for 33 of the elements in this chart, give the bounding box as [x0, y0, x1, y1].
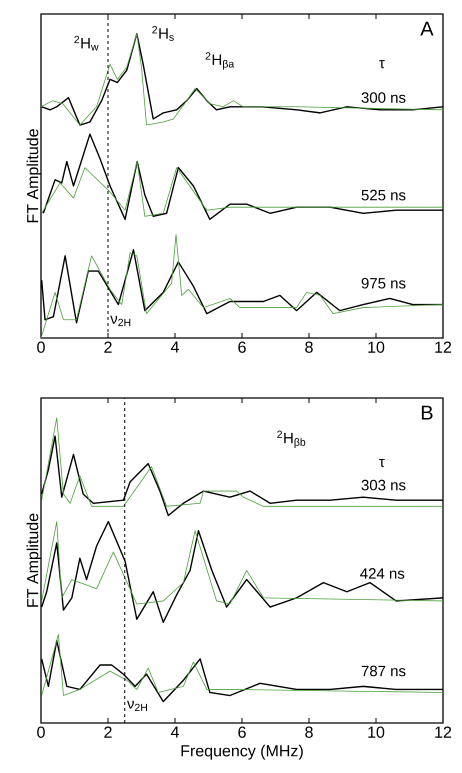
annotation: $^{2}$H$_{w}$	[74, 36, 99, 51]
annotation: B	[422, 406, 433, 420]
x-tick-label: 4	[170, 342, 179, 353]
annotation: τ	[379, 60, 385, 68]
x-tick-label: 0	[37, 342, 45, 353]
annotation: 525 ns	[362, 190, 406, 200]
x-tick-label: 0	[37, 726, 45, 738]
annotation: 787 ns	[362, 666, 406, 676]
x-tick-label: 12	[435, 342, 452, 353]
annotation: $^{2}$H$_{βa}$	[206, 52, 234, 70]
y-axis-title: FT Amplitude	[26, 514, 42, 607]
x-tick-label: 2	[104, 342, 112, 353]
y-axis-title: FT Amplitude	[26, 129, 42, 222]
x-tick-label: 4	[170, 726, 179, 738]
x-tick-label: 12	[435, 726, 452, 738]
x-tick-label: 8	[305, 726, 313, 738]
annotation: $^{2}$H$_{βb}$	[277, 430, 306, 448]
annotation: A	[420, 22, 434, 36]
x-tick-label: 8	[305, 342, 313, 353]
annotation: 975 ns	[362, 278, 406, 289]
annotation: 424 ns	[360, 568, 404, 579]
ref-line-label: ν$_{2H}$	[110, 316, 130, 326]
annotation: τ	[379, 458, 385, 468]
ref-line-label: ν$_{2H}$	[126, 700, 148, 712]
x-tick-label: 10	[368, 726, 384, 738]
annotation: $^{2}$H$_{s}$	[152, 26, 174, 41]
x-tick-label: 2	[104, 726, 112, 738]
annotation: 303 ns	[362, 480, 406, 490]
annotation: 300 ns	[362, 92, 406, 103]
x-tick-label: 6	[238, 726, 246, 738]
x-tick-label: 10	[368, 342, 384, 353]
x-axis-title: Frequency (MHz)	[182, 744, 303, 760]
x-tick-label: 6	[238, 342, 246, 353]
